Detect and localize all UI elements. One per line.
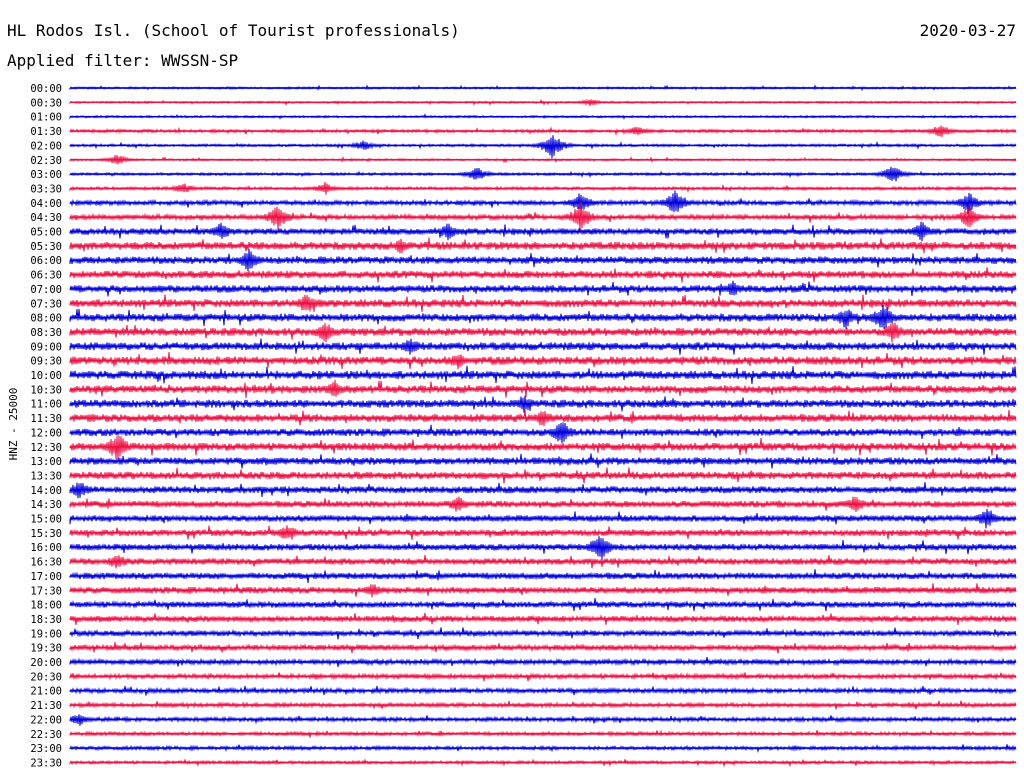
time-label: 18:00: [30, 600, 62, 612]
date-label: 2020-03-27: [920, 21, 1016, 40]
time-label: 11:00: [30, 399, 62, 411]
trace-line: [69, 135, 1017, 159]
trace-line: [69, 201, 1017, 232]
time-label: 10:30: [30, 384, 62, 396]
time-label: 02:00: [30, 140, 62, 152]
time-label: 13:00: [30, 456, 62, 468]
time-label: 11:30: [30, 413, 62, 425]
time-label: 00:00: [30, 83, 62, 95]
time-label: 17:00: [30, 571, 62, 583]
time-label: 21:00: [30, 686, 62, 698]
time-label: 03:00: [30, 169, 62, 181]
time-label: 00:30: [30, 97, 62, 109]
time-label: 02:30: [30, 155, 62, 167]
time-label: 22:00: [30, 714, 62, 726]
time-label: 10:00: [30, 370, 62, 382]
trace-line: [69, 379, 1017, 399]
time-label: 12:00: [30, 427, 62, 439]
time-label: 20:30: [30, 671, 62, 683]
time-label: 14:30: [30, 499, 62, 511]
time-label: 18:30: [30, 614, 62, 626]
trace-line: [69, 700, 1017, 710]
time-label: 15:30: [30, 528, 62, 540]
time-label: 04:00: [30, 198, 62, 210]
time-label: 06:00: [30, 255, 62, 267]
time-label: 15:00: [30, 514, 62, 526]
trace-line: [69, 221, 1017, 242]
trace-group: 00:00 00:30 01:00 01:30 02:00 02:30 03:00 03:30…: [30, 83, 1017, 769]
time-label: 17:30: [30, 585, 62, 597]
time-label: 16:00: [30, 542, 62, 554]
time-label: 06:30: [30, 270, 62, 282]
time-label: 12:30: [30, 442, 62, 454]
time-label: 21:30: [30, 700, 62, 712]
time-label: 08:00: [30, 313, 62, 325]
time-label: 01:30: [30, 126, 62, 138]
time-label: 03:30: [30, 183, 62, 195]
time-label: 07:30: [30, 298, 62, 310]
time-label: 20:00: [30, 657, 62, 669]
time-label: 01:00: [30, 112, 62, 124]
time-label: 19:30: [30, 643, 62, 655]
trace-line: [69, 322, 1017, 343]
trace-line: [69, 304, 1017, 329]
time-label: 07:00: [30, 284, 62, 296]
trace-line: [69, 435, 1017, 460]
time-label: 19:00: [30, 628, 62, 640]
time-label: 05:00: [30, 227, 62, 239]
y-axis-label: HNZ - 25000: [7, 388, 20, 461]
station-title: HL Rodos Isl. (School of Tourist profess…: [7, 21, 460, 40]
filter-label: Applied filter: WWSSN-SP: [7, 51, 238, 70]
time-label: 08:30: [30, 327, 62, 339]
time-label: 09:00: [30, 341, 62, 353]
time-label: 23:30: [30, 757, 62, 769]
time-label: 05:30: [30, 241, 62, 253]
time-label: 04:30: [30, 212, 62, 224]
trace-line: [69, 453, 1017, 469]
time-label: 13:30: [30, 470, 62, 482]
time-label: 14:00: [30, 485, 62, 497]
trace-line: [69, 395, 1017, 413]
time-label: 22:30: [30, 729, 62, 741]
time-label: 09:30: [30, 356, 62, 368]
time-label: 16:30: [30, 557, 62, 569]
time-label: 23:00: [30, 743, 62, 755]
trace-line: [69, 190, 1017, 214]
